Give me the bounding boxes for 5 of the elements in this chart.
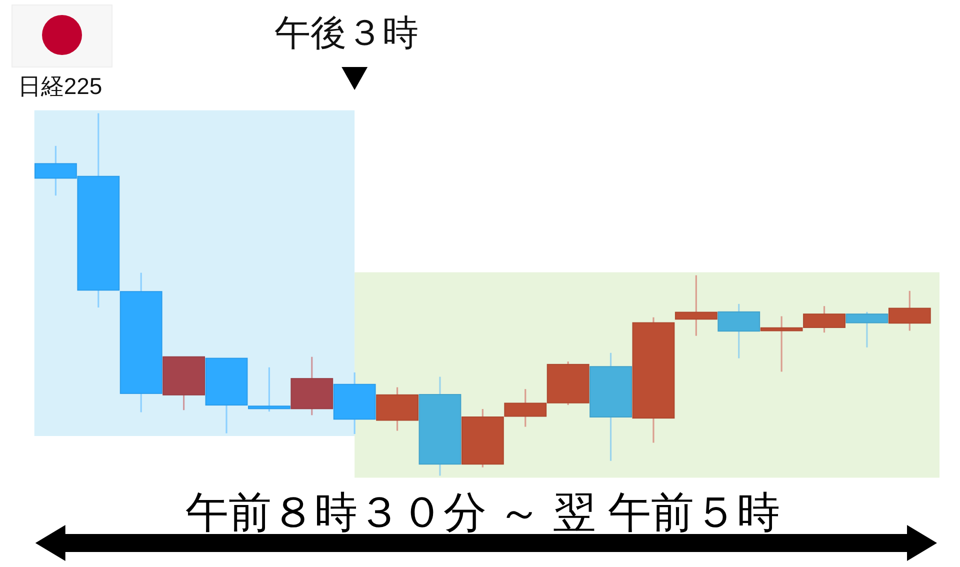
text: 午後３時 [274,12,419,53]
x-axis-title: 午前８時３０分 ～ 翌 午前５時 [185,489,780,537]
chart-title: 日経225 [18,73,102,99]
candlestick [248,366,290,412]
candlestick [674,274,718,337]
